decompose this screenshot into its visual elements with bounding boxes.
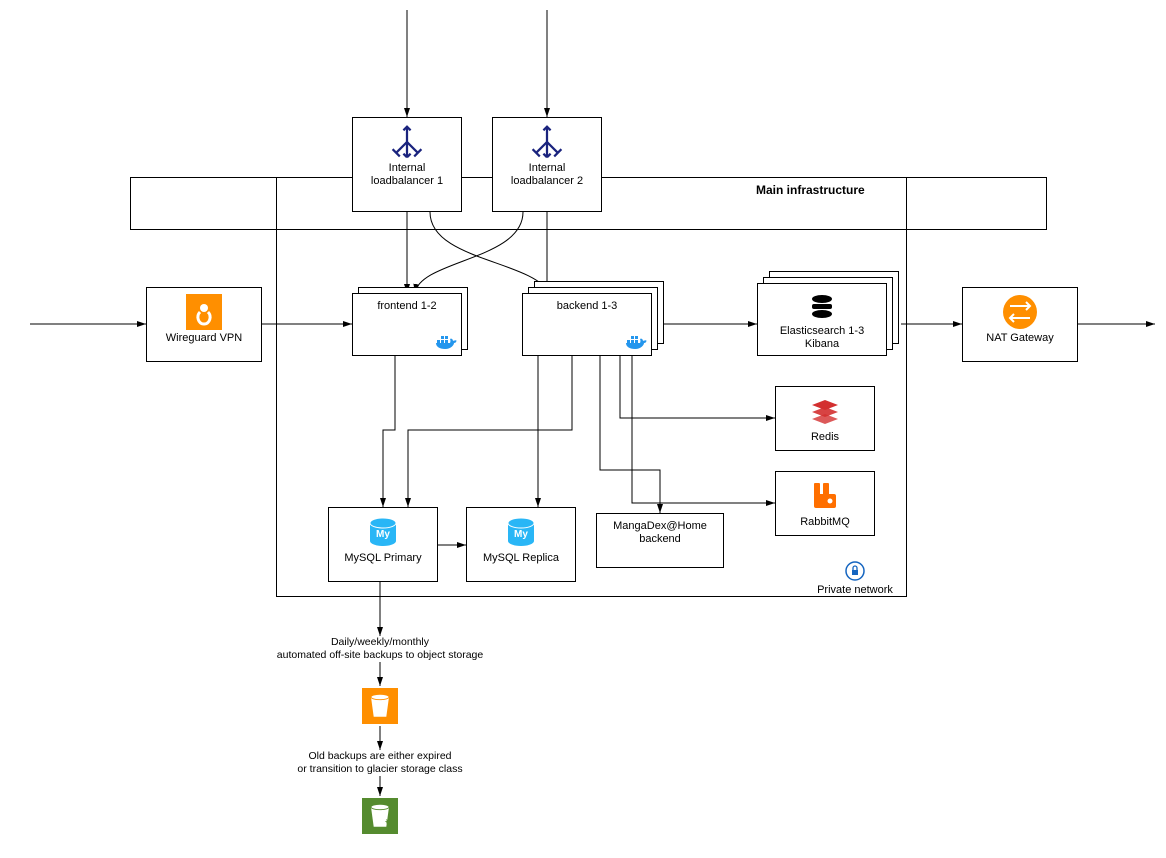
elastic-icon (804, 290, 840, 323)
bucket2-icon (362, 798, 398, 834)
nat-label: NAT Gateway (986, 332, 1053, 345)
svg-text:My: My (376, 529, 390, 540)
vpn-icon (186, 294, 222, 330)
lb1-node: Internalloadbalancer 1 (352, 117, 462, 212)
lb1-label: Internalloadbalancer 1 (371, 162, 443, 188)
nat-node: NAT Gateway (962, 287, 1078, 362)
mysqlp-icon: My (365, 514, 401, 550)
backend-label: backend 1-3 (557, 300, 618, 313)
redis-label: Redis (811, 431, 839, 444)
backend-node: backend 1-3 (522, 293, 652, 356)
mysqlp-node: My MySQL Primary (328, 507, 438, 582)
rabbit-label: RabbitMQ (800, 516, 850, 529)
mysqlr-icon: My (503, 514, 539, 550)
mysqlp-label: MySQL Primary (344, 552, 421, 565)
redis-icon (807, 393, 843, 429)
backup2-note: Old backups are either expiredor transit… (276, 750, 484, 776)
lb1-icon (389, 124, 425, 160)
frontend-node: frontend 1-2 (352, 293, 462, 356)
redis-node: Redis (775, 386, 875, 451)
elastic-label: Elasticsearch 1-3Kibana (780, 325, 864, 351)
bucket1-node (360, 686, 400, 726)
mdhome-label: MangaDex@Homebackend (613, 520, 707, 546)
lb2-icon (529, 124, 565, 160)
docker-icon (435, 334, 457, 353)
svg-text:My: My (514, 529, 528, 540)
private-network-text: Private network (805, 584, 905, 596)
vpn-label: Wireguard VPN (166, 332, 242, 345)
bucket2-node (360, 796, 400, 836)
architecture-diagram: Main infrastructurePrivate networkIntern… (0, 0, 1166, 858)
mdhome-node: MangaDex@Homebackend (596, 513, 724, 568)
elastic-node: Elasticsearch 1-3Kibana (757, 283, 887, 356)
lb2-node: Internalloadbalancer 2 (492, 117, 602, 212)
rabbit-icon (807, 478, 843, 514)
nat-icon (1002, 294, 1038, 330)
lb2-label: Internalloadbalancer 2 (511, 162, 583, 188)
mysqlr-node: My MySQL Replica (466, 507, 576, 582)
vpn-node: Wireguard VPN (146, 287, 262, 362)
mysqlr-label: MySQL Replica (483, 552, 559, 565)
bucket1-icon (362, 688, 398, 724)
backup1-note: Daily/weekly/monthlyautomated off-site b… (266, 636, 494, 662)
docker-icon (625, 334, 647, 353)
frontend-label: frontend 1-2 (377, 300, 436, 313)
private-network-label: Private network (805, 561, 905, 596)
rabbit-node: RabbitMQ (775, 471, 875, 536)
